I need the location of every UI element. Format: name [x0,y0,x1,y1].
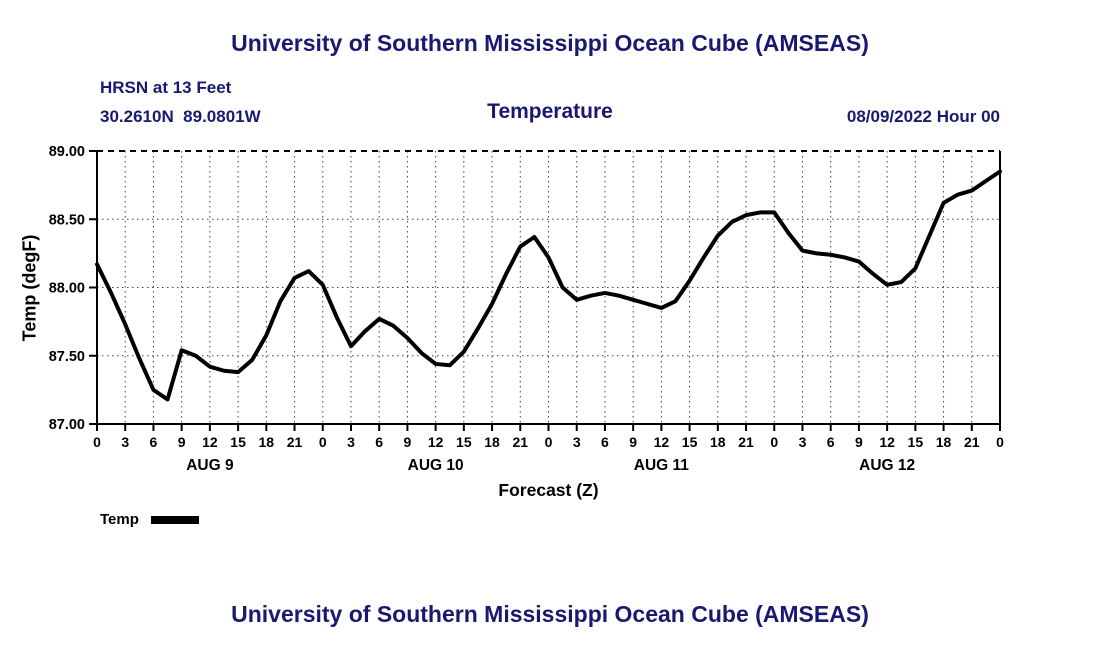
legend-label: Temp [100,511,139,528]
x-tick-label: 18 [484,434,500,450]
x-axis-title: Forecast (Z) [498,480,598,500]
x-tick-label: 6 [150,434,158,450]
x-tick-label: 9 [855,434,863,450]
x-tick-label: 15 [456,434,472,450]
x-tick-label: 3 [347,434,355,450]
x-tick-label: 21 [512,434,528,450]
temperature-line-chart: 0 3 6 9 12 15 18 21 0 3 6 9 12 15 18 21 0 3 6 9 12 15 18 21 0 3 6 9… [49,144,1004,500]
y-tick-label: 88.00 [49,281,85,297]
x-tick-label: 0 [319,434,327,450]
x-axis-day-label: AUG 10 [408,457,464,474]
y-tick-label: 87.50 [49,349,85,365]
x-tick-label: 6 [601,434,609,450]
page-title-secondary: University of Southern Mississippi Ocean… [231,601,869,627]
x-tick-label: 15 [230,434,246,450]
x-axis-day-label: AUG 12 [859,457,915,474]
x-tick-label: 12 [202,434,218,450]
x-tick-label: 9 [178,434,186,450]
x-tick-label: 12 [428,434,444,450]
x-tick-label: 3 [799,434,807,450]
x-tick-label: 12 [879,434,895,450]
x-axis-day-label: AUG 9 [186,457,234,474]
x-tick-label: 6 [375,434,383,450]
x-tick-label: 0 [996,434,1004,450]
y-tick-label: 88.50 [49,212,85,228]
y-tick-label: 87.00 [49,417,85,433]
x-axis-day-label: AUG 11 [634,457,690,474]
y-tick-label: 89.00 [49,144,85,160]
x-tick-label: 3 [573,434,581,450]
chart-title: Temperature [487,100,613,123]
x-tick-label: 9 [629,434,637,450]
x-tick-label: 18 [710,434,726,450]
x-tick-label: 6 [827,434,835,450]
x-tick-label: 21 [738,434,754,450]
x-tick-label: 0 [93,434,101,450]
x-tick-label: 18 [259,434,275,450]
x-tick-label: 0 [770,434,778,450]
x-tick-label: 15 [682,434,698,450]
forecast-datetime-label: 08/09/2022 Hour 00 [846,107,1000,126]
x-tick-label: 3 [121,434,129,450]
x-tick-label: 18 [936,434,952,450]
x-tick-label: 21 [964,434,980,450]
x-tick-label: 21 [287,434,303,450]
station-name-label: HRSN at 13 Feet [100,78,232,97]
x-tick-label: 9 [404,434,412,450]
temperature-series-line [95,169,1002,402]
x-tick-label: 15 [908,434,924,450]
x-tick-label: 0 [545,434,553,450]
legend: Temp [100,511,199,528]
legend-line-swatch [150,515,199,524]
x-tick-label: 12 [654,434,670,450]
station-coordinates-label: 30.2610N 89.0801W [100,107,261,126]
page-title: University of Southern Mississippi Ocean… [231,30,869,56]
